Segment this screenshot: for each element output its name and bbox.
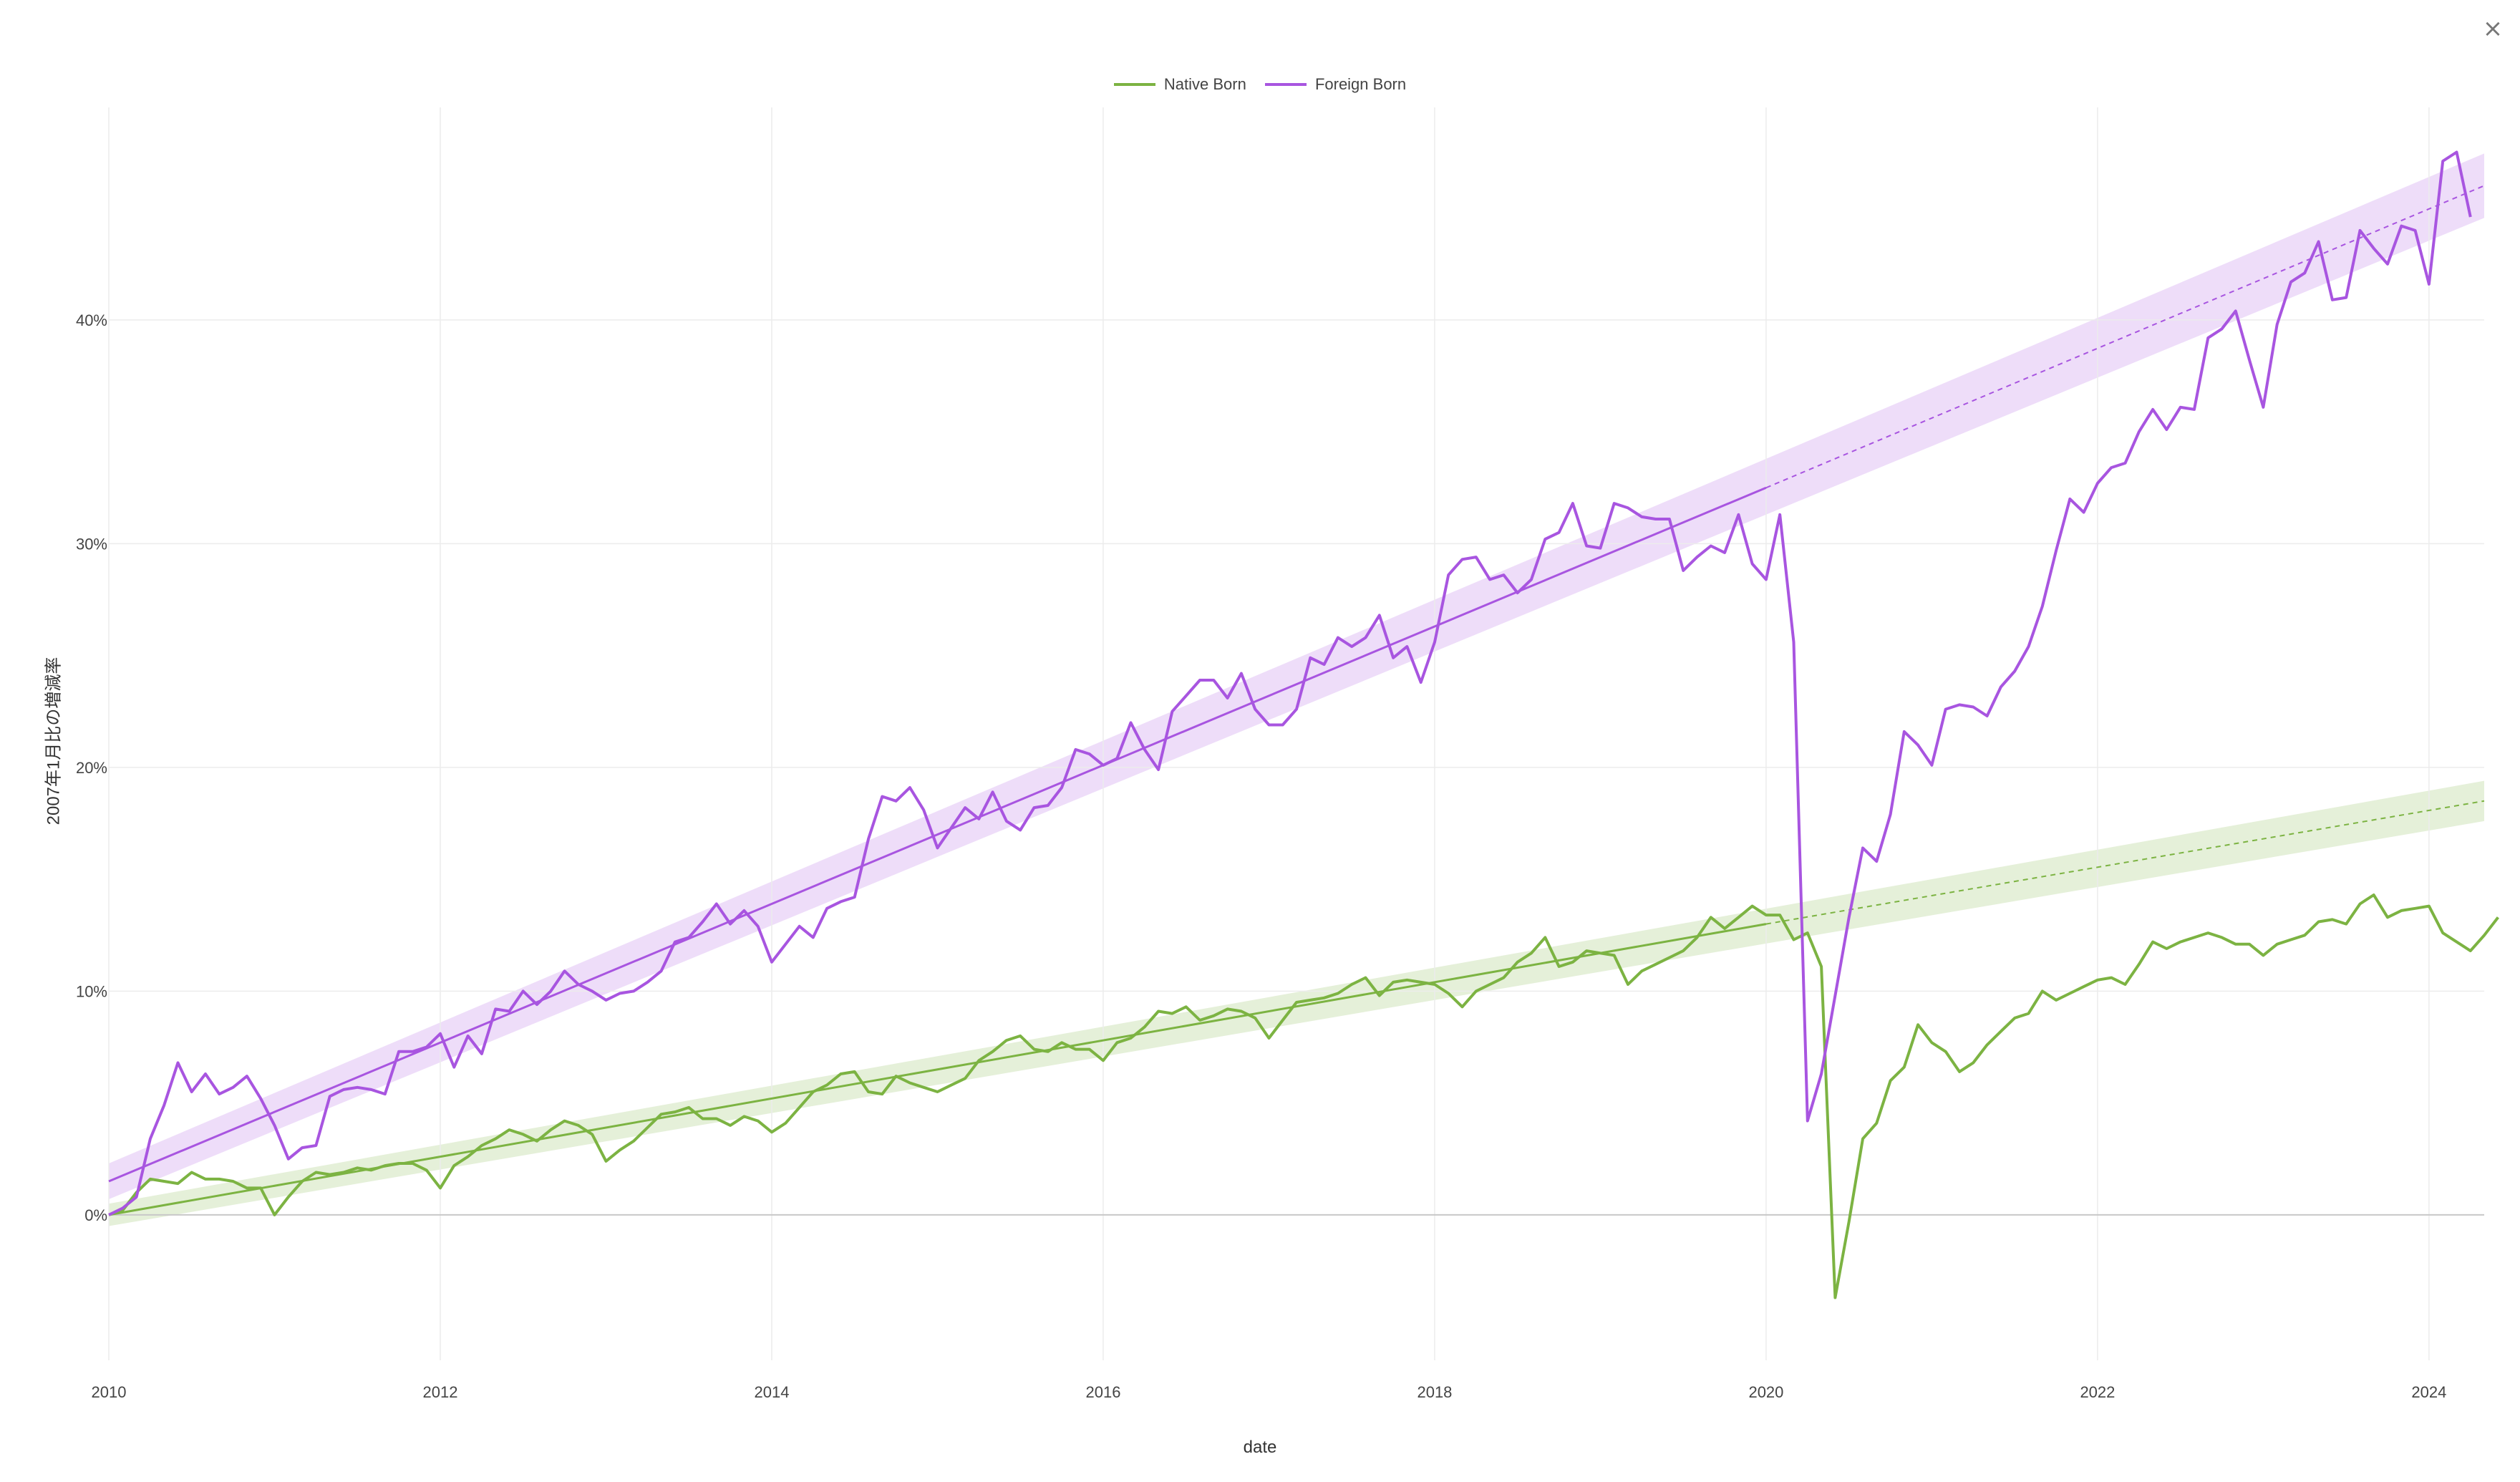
x-tick-labels: 2010 2012 2014 2016 2018 2020 2022 2024 [92, 1383, 2447, 1401]
confidence-bands [109, 153, 2484, 1226]
x-tick-label: 2014 [754, 1383, 789, 1401]
y-axis-title: 2007年1月比の増減率 [44, 657, 64, 825]
series-line-native-born [108, 893, 2499, 1299]
x-tick-label: 2016 [1085, 1383, 1120, 1401]
trend-projection-line [1765, 800, 2485, 925]
x-tick-label: 2018 [1417, 1383, 1452, 1401]
x-tick-label: 2024 [2411, 1383, 2446, 1401]
trend-line [108, 486, 1767, 1183]
y-tick-label: 30% [76, 535, 107, 553]
y-tick-labels: 0% 10% 20% 30% 40% [76, 311, 107, 1224]
y-tick-label: 0% [84, 1206, 107, 1224]
x-tick-label: 2012 [423, 1383, 458, 1401]
legend-label: Foreign Born [1314, 75, 1407, 93]
x-axis-title: date [1243, 1438, 1277, 1457]
series-lines [108, 150, 2499, 1299]
legend-item-foreign-born[interactable]: Foreign Born [1264, 75, 1407, 94]
x-tick-label: 2020 [1748, 1383, 1783, 1401]
legend: Native Born Foreign Born [0, 72, 2520, 94]
legend-swatch-foreign-born [1264, 83, 1307, 86]
legend-label: Native Born [1163, 75, 1246, 93]
series-line-foreign-born [108, 150, 2472, 1216]
x-gridlines [108, 107, 2430, 1360]
y-tick-label: 10% [76, 982, 107, 1000]
legend-item-native-born[interactable]: Native Born [1113, 75, 1246, 94]
x-tick-label: 2010 [92, 1383, 127, 1401]
y-tick-label: 40% [76, 311, 107, 329]
confidence-band [109, 153, 2484, 1199]
legend-swatch-native-born [1113, 83, 1155, 86]
y-tick-label: 20% [76, 759, 107, 777]
x-tick-label: 2022 [2080, 1383, 2115, 1401]
y-gridlines [109, 319, 2484, 1216]
close-icon[interactable]: × [2482, 14, 2504, 43]
